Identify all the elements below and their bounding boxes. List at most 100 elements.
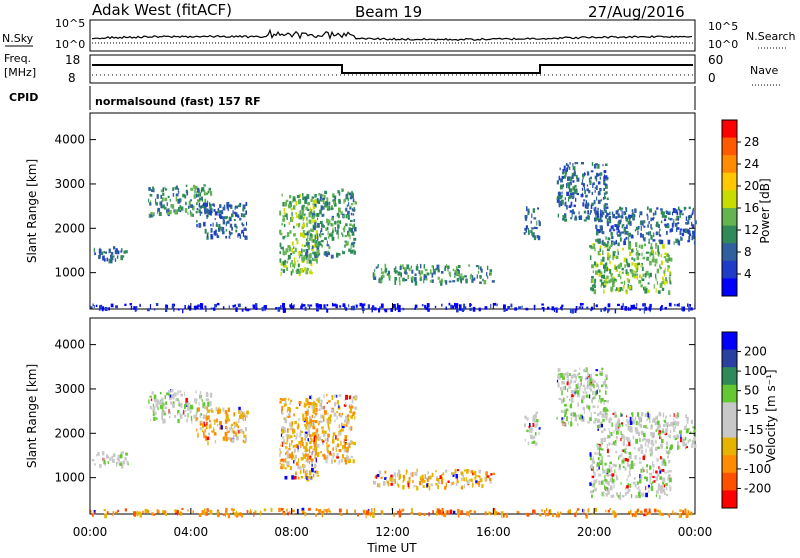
heatmap-cell (373, 276, 377, 280)
heatmap-cell (664, 267, 666, 272)
heatmap-cell (94, 463, 96, 466)
colorbar-swatch (722, 420, 737, 439)
heatmap-cell (223, 436, 225, 440)
heatmap-cell (627, 426, 631, 431)
heatmap-cell (428, 485, 431, 491)
heatmap-cell (381, 274, 385, 278)
heatmap-cell (196, 193, 198, 198)
heatmap-cell (646, 511, 649, 514)
heatmap-cell (191, 419, 193, 424)
heatmap-cell (283, 463, 285, 469)
heatmap-cell (640, 284, 643, 288)
heatmap-cell (298, 401, 302, 405)
heatmap-cell (314, 412, 318, 415)
heatmap-cell (603, 428, 606, 432)
heatmap-cell (490, 512, 492, 516)
heatmap-cell (598, 218, 601, 223)
heatmap-cell (608, 219, 612, 224)
heatmap-cell (664, 431, 666, 434)
heatmap-cell (664, 223, 667, 227)
heatmap-cell (180, 403, 183, 408)
heatmap-cell (335, 435, 337, 440)
heatmap-cell (646, 411, 649, 414)
colorbar-tick-label: 20 (744, 179, 759, 193)
heatmap-cell (327, 437, 329, 442)
heatmap-cell (315, 450, 317, 456)
heatmap-cell (161, 397, 164, 403)
heatmap-cell (626, 419, 628, 423)
heatmap-cell (214, 440, 217, 444)
heatmap-cell (101, 451, 105, 456)
heatmap-cell (200, 421, 203, 423)
freq-label-2: [MHz] (4, 66, 36, 79)
heatmap-cell (662, 244, 665, 249)
colorbar-swatch (722, 190, 737, 209)
x-tick-label: 16:00 (476, 525, 511, 539)
heatmap-cell (651, 248, 653, 254)
heatmap-cell (575, 306, 578, 311)
heatmap-cell (199, 211, 201, 216)
heatmap-cell (622, 285, 625, 289)
heatmap-cell (600, 438, 603, 443)
heatmap-cell (656, 207, 659, 210)
heatmap-cell (346, 446, 349, 452)
heatmap-cell (127, 462, 129, 466)
heatmap-cell (451, 472, 454, 475)
heatmap-cell (304, 431, 308, 434)
heatmap-cell (601, 213, 604, 218)
heatmap-cell (609, 260, 611, 265)
heatmap-cell (457, 508, 460, 513)
heatmap-cell (320, 197, 323, 201)
heatmap-cell (639, 308, 641, 311)
heatmap-cell (351, 224, 354, 228)
heatmap-cell (596, 389, 598, 395)
heatmap-cell (317, 423, 320, 426)
heatmap-cell (590, 287, 593, 291)
heatmap-cell (349, 205, 352, 209)
heatmap-cell (264, 307, 266, 312)
heatmap-cell (180, 414, 183, 419)
heatmap-cell (180, 393, 184, 397)
heatmap-cell (162, 419, 165, 424)
heatmap-cell (222, 513, 225, 516)
heatmap-cell (207, 209, 210, 215)
y-tick-label: 4000 (54, 338, 85, 352)
heatmap-cell (158, 401, 161, 405)
heatmap-cell (291, 421, 293, 426)
heatmap-cell (316, 212, 320, 217)
heatmap-cell (666, 224, 670, 229)
x-tick-label: 08:00 (274, 525, 309, 539)
heatmap-cell (343, 448, 347, 453)
heatmap-cell (633, 513, 637, 518)
heatmap-cell (644, 476, 647, 480)
heatmap-cell (344, 198, 347, 203)
heatmap-cell (309, 235, 312, 239)
heatmap-cell (347, 191, 350, 195)
heatmap-cell (663, 218, 667, 222)
heatmap-cell (581, 376, 583, 379)
heatmap-cell (542, 307, 545, 312)
heatmap-cell (564, 201, 567, 207)
heatmap-cell (309, 418, 313, 424)
heatmap-cell (371, 308, 373, 313)
heatmap-cell (595, 185, 598, 190)
heatmap-cell (327, 205, 331, 211)
heatmap-cell (225, 508, 228, 511)
heatmap-cell (489, 481, 492, 484)
heatmap-cell (404, 267, 407, 272)
heatmap-cell (309, 271, 313, 275)
heatmap-cell (692, 209, 694, 214)
heatmap-cell (585, 513, 587, 517)
heatmap-cell (284, 214, 287, 217)
heatmap-cell (301, 441, 304, 447)
heatmap-cell (326, 441, 328, 447)
heatmap-cell (579, 215, 583, 220)
heatmap-cell (449, 275, 452, 278)
heatmap-cell (300, 215, 303, 219)
heatmap-cell (600, 226, 603, 231)
heatmap-cell (100, 304, 103, 310)
heatmap-cell (687, 303, 689, 307)
heatmap-cell (319, 243, 322, 246)
heatmap-cell (608, 211, 611, 216)
heatmap-cell (414, 281, 418, 286)
